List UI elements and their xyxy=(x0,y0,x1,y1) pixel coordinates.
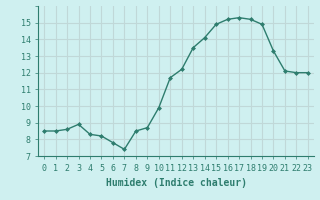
X-axis label: Humidex (Indice chaleur): Humidex (Indice chaleur) xyxy=(106,178,246,188)
